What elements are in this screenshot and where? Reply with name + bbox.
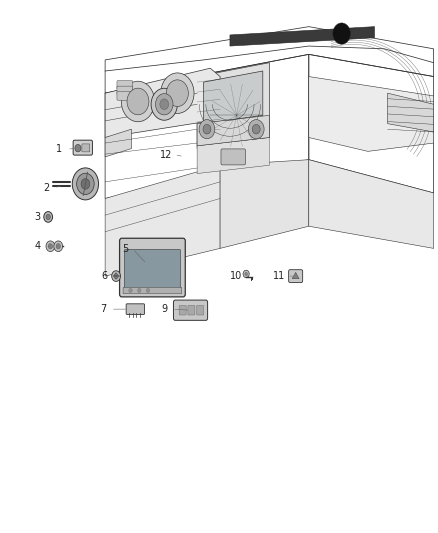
Circle shape xyxy=(252,124,260,134)
Polygon shape xyxy=(309,77,434,151)
Polygon shape xyxy=(292,272,299,279)
Circle shape xyxy=(56,244,60,249)
FancyBboxPatch shape xyxy=(123,287,182,294)
Polygon shape xyxy=(230,27,374,46)
Polygon shape xyxy=(105,129,131,157)
Circle shape xyxy=(155,94,173,115)
Polygon shape xyxy=(197,63,269,149)
Text: 10: 10 xyxy=(230,271,243,281)
Text: 9: 9 xyxy=(161,304,167,314)
FancyBboxPatch shape xyxy=(179,305,186,315)
Circle shape xyxy=(146,288,150,293)
Circle shape xyxy=(127,88,149,115)
Circle shape xyxy=(248,119,264,139)
Text: 5: 5 xyxy=(122,244,128,254)
Circle shape xyxy=(81,179,90,189)
FancyBboxPatch shape xyxy=(117,80,133,89)
Polygon shape xyxy=(197,115,269,146)
Text: 2: 2 xyxy=(43,183,49,192)
FancyBboxPatch shape xyxy=(73,140,92,155)
Circle shape xyxy=(44,212,53,222)
Circle shape xyxy=(48,244,53,249)
FancyBboxPatch shape xyxy=(197,305,204,315)
Circle shape xyxy=(151,88,177,120)
Polygon shape xyxy=(388,93,434,132)
Circle shape xyxy=(112,271,120,281)
Polygon shape xyxy=(309,160,434,248)
Text: 1: 1 xyxy=(56,144,62,154)
Circle shape xyxy=(72,168,99,200)
Circle shape xyxy=(77,173,94,195)
Text: 3: 3 xyxy=(34,212,40,222)
FancyBboxPatch shape xyxy=(124,249,180,289)
FancyBboxPatch shape xyxy=(120,238,185,297)
Polygon shape xyxy=(105,68,220,138)
FancyBboxPatch shape xyxy=(126,304,145,314)
Circle shape xyxy=(199,119,215,139)
Circle shape xyxy=(161,73,194,114)
Polygon shape xyxy=(204,71,263,124)
Circle shape xyxy=(121,81,155,122)
Text: 12: 12 xyxy=(160,150,173,159)
Circle shape xyxy=(160,99,169,110)
FancyBboxPatch shape xyxy=(173,300,208,320)
Circle shape xyxy=(46,241,55,252)
Circle shape xyxy=(138,288,141,293)
Circle shape xyxy=(203,124,211,134)
Circle shape xyxy=(54,241,63,252)
Circle shape xyxy=(46,214,50,220)
FancyBboxPatch shape xyxy=(289,270,303,282)
Circle shape xyxy=(333,23,350,44)
Circle shape xyxy=(245,272,247,276)
Text: 4: 4 xyxy=(34,241,40,251)
Text: 11: 11 xyxy=(273,271,286,281)
Circle shape xyxy=(166,80,188,107)
FancyBboxPatch shape xyxy=(117,86,133,95)
Polygon shape xyxy=(105,165,220,276)
Circle shape xyxy=(243,270,249,278)
Circle shape xyxy=(129,288,132,293)
Circle shape xyxy=(75,144,81,152)
Polygon shape xyxy=(197,138,269,174)
Circle shape xyxy=(114,273,118,279)
Polygon shape xyxy=(220,160,309,248)
FancyBboxPatch shape xyxy=(117,92,133,100)
FancyBboxPatch shape xyxy=(188,305,195,315)
FancyBboxPatch shape xyxy=(82,144,90,152)
Text: 7: 7 xyxy=(100,304,106,314)
FancyBboxPatch shape xyxy=(221,149,245,165)
Text: 6: 6 xyxy=(101,271,107,281)
